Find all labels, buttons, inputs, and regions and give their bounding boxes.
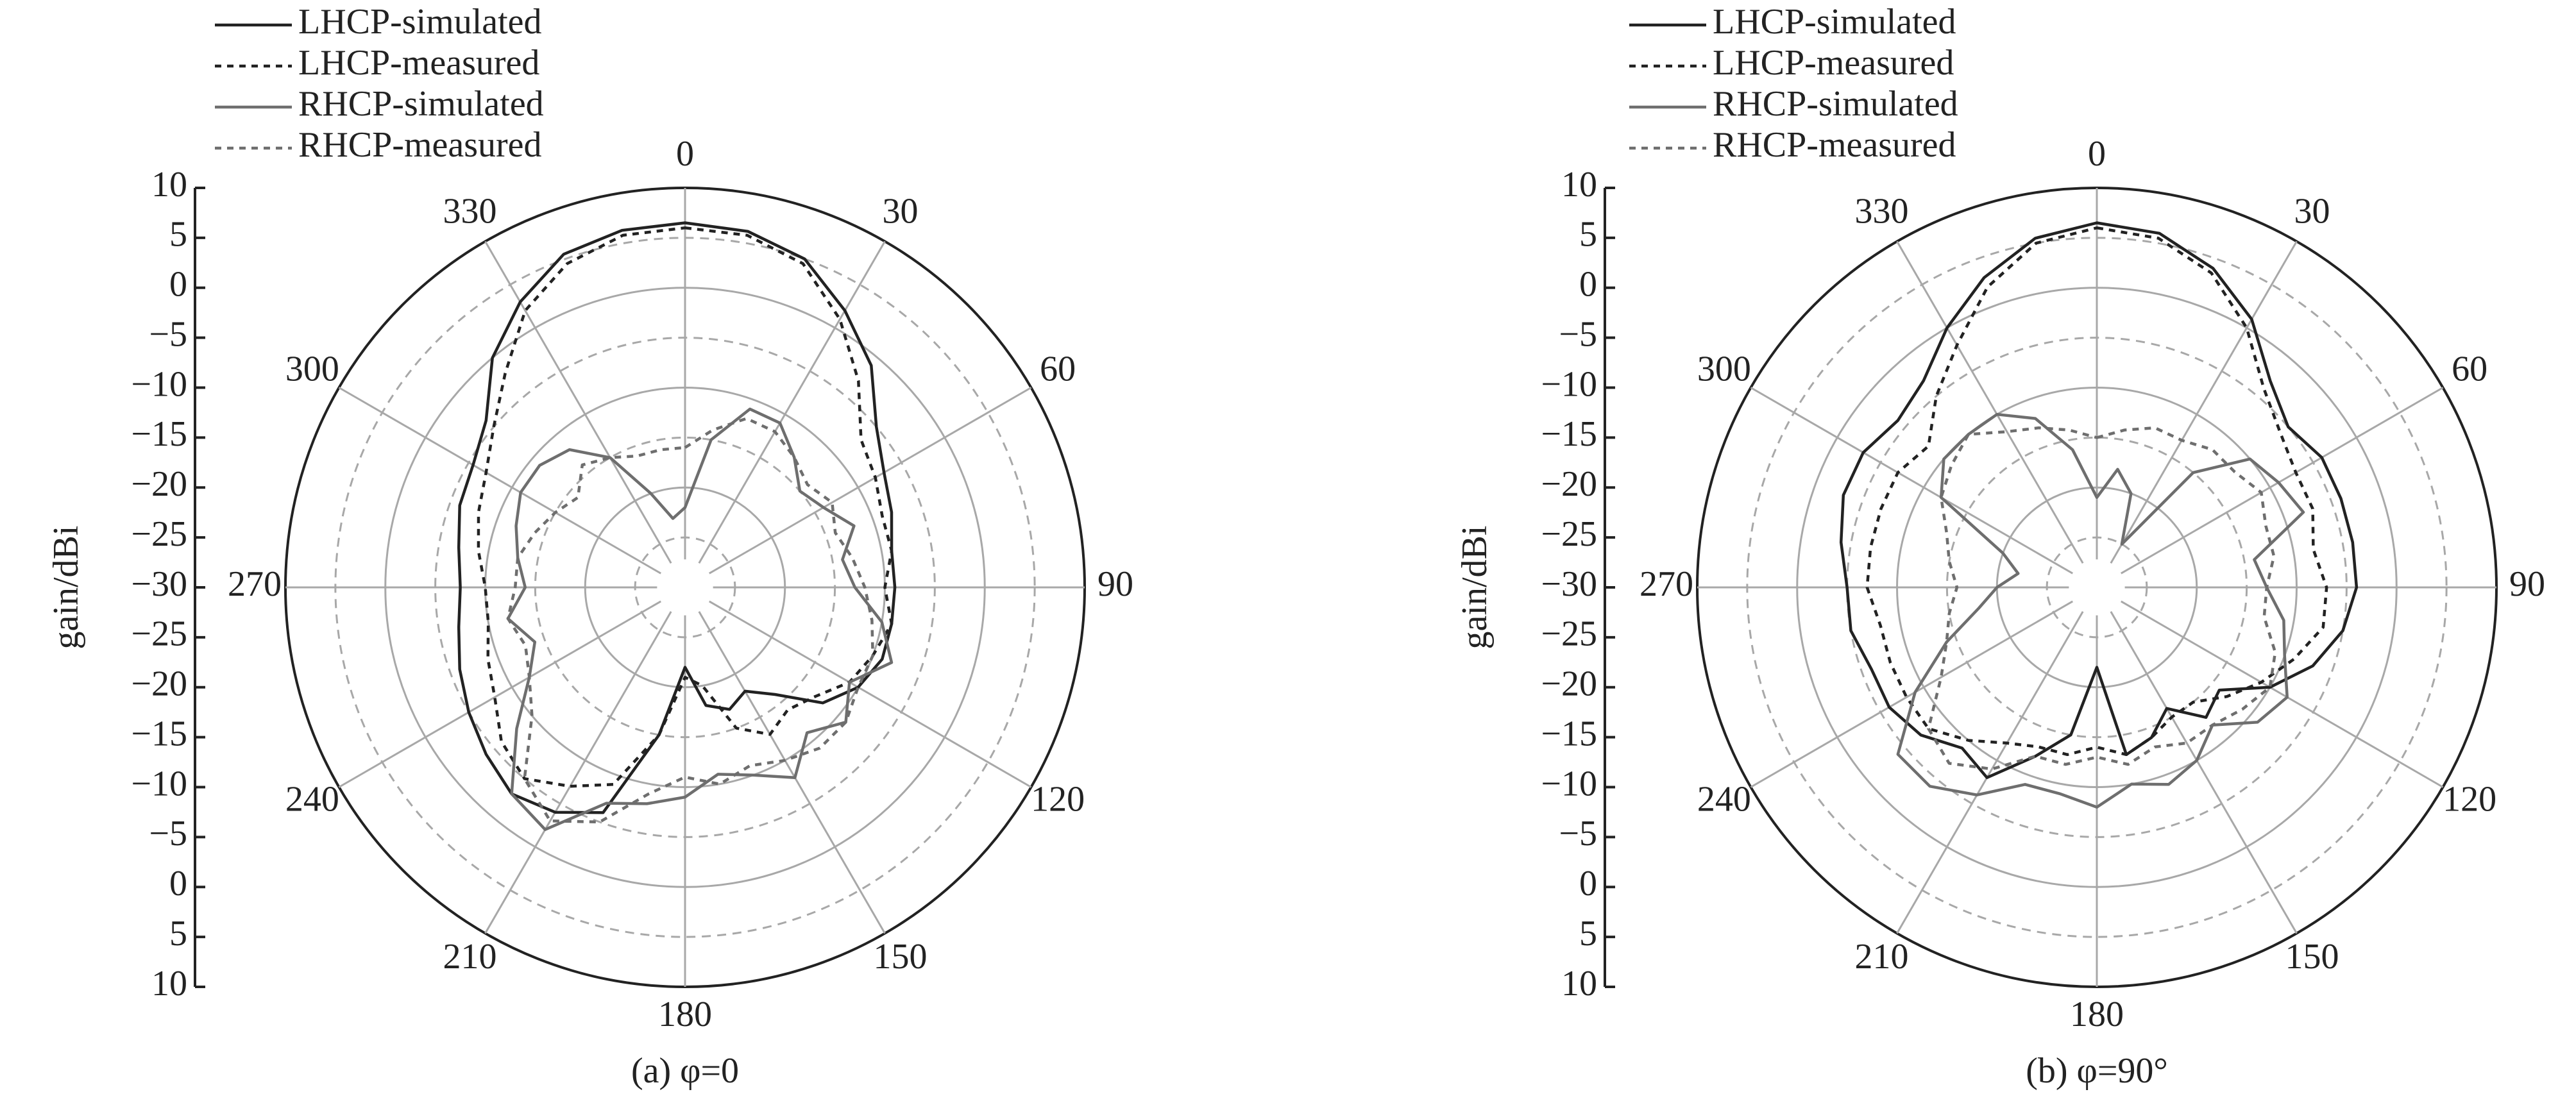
angle-tick-label: 210 (1855, 937, 1909, 977)
legend-label: LHCP-simulated (298, 2, 542, 42)
angle-tick-label: 0 (676, 134, 694, 174)
legend-label: RHCP-simulated (298, 84, 544, 124)
angle-tick-label: 180 (2070, 995, 2124, 1034)
angle-tick-label: 180 (658, 995, 712, 1034)
angle-tick-label: 270 (228, 564, 282, 604)
r-tick-label: −5 (149, 314, 187, 354)
r-tick-label: −15 (131, 714, 187, 753)
r-tick-label: 10 (1561, 964, 1597, 1004)
angle-tick-label: 120 (2443, 779, 2496, 819)
axis-label: gain/dBi (46, 526, 86, 650)
angle-grid-line (1750, 600, 2073, 788)
r-tick-label: −10 (1541, 364, 1597, 404)
r-tick-label: 10 (151, 964, 187, 1004)
r-tick-label: 5 (1579, 914, 1597, 954)
r-tick-label: 10 (1561, 165, 1597, 205)
angle-tick-label: 90 (1097, 564, 1133, 604)
r-tick-label: −25 (131, 614, 187, 654)
angle-grid-line (2110, 611, 2298, 934)
r-tick-label: 5 (169, 215, 187, 255)
r-tick-label: −25 (1541, 614, 1597, 654)
r-tick-label: −30 (131, 564, 187, 604)
legend-label: LHCP-measured (1713, 43, 1954, 83)
angle-tick-label: 150 (874, 937, 928, 977)
legend-label: RHCP-simulated (1713, 84, 1958, 124)
r-tick-label: 10 (151, 165, 187, 205)
polar-chart: 0 30 60 90 120 150 180 210 240 270 300 330 −30 −25 −25… (46, 2, 1133, 1091)
caption: (a) φ=0 (631, 1051, 739, 1091)
angle-grid-line (2121, 387, 2444, 575)
angle-tick-label: 330 (443, 192, 497, 231)
caption: (b) φ=90° (2026, 1051, 2168, 1091)
angle-grid-line (709, 387, 1032, 575)
series-line (1896, 412, 2305, 809)
angle-grid-line (709, 600, 1032, 788)
angle-grid-line (1896, 240, 2084, 564)
angle-tick-label: 60 (2452, 349, 2487, 389)
r-tick-label: −10 (131, 764, 187, 803)
angle-tick-label: 300 (1697, 349, 1751, 389)
legend-label: RHCP-measured (1713, 125, 1956, 165)
r-tick-label: 0 (169, 864, 187, 903)
r-tick-label: 0 (169, 265, 187, 305)
angle-grid-line (338, 600, 661, 788)
r-tick-label: −20 (131, 664, 187, 704)
angle-grid-line (484, 611, 672, 934)
series-line (477, 226, 894, 788)
r-tick-label: −10 (1541, 764, 1597, 803)
angle-grid-line (698, 611, 886, 934)
r-tick-label: −5 (149, 814, 187, 853)
angle-tick-label: 300 (285, 349, 339, 389)
r-tick-label: 0 (1579, 265, 1597, 305)
series-line (506, 417, 874, 824)
r-tick-label: −25 (131, 514, 187, 554)
series-line (506, 407, 894, 831)
r-tick-label: −15 (1541, 714, 1597, 753)
angle-tick-label: 150 (2285, 937, 2339, 977)
angle-grid-line (484, 240, 672, 564)
angle-tick-label: 270 (1640, 564, 1693, 604)
angle-tick-label: 90 (2509, 564, 2545, 604)
r-tick-label: 5 (1579, 215, 1597, 255)
angle-tick-label: 240 (1697, 779, 1751, 819)
angle-tick-label: 120 (1031, 779, 1085, 819)
r-tick-label: −20 (1541, 464, 1597, 504)
r-tick-label: −5 (1559, 314, 1597, 354)
axis-label: gain/dBi (1455, 526, 1495, 650)
angle-tick-label: 210 (443, 937, 497, 977)
series-line (1927, 426, 2277, 771)
series-line (1865, 226, 2328, 757)
angle-tick-label: 240 (285, 779, 339, 819)
r-tick-label: −15 (131, 414, 187, 454)
r-tick-label: −30 (1541, 564, 1597, 604)
r-tick-label: −10 (131, 364, 187, 404)
angle-tick-label: 30 (883, 192, 919, 231)
angle-grid-line (1896, 611, 2084, 934)
angle-tick-label: 0 (2088, 134, 2106, 174)
legend-label: RHCP-measured (298, 125, 542, 165)
r-tick-label: 5 (169, 914, 187, 954)
r-tick-label: −15 (1541, 414, 1597, 454)
r-tick-label: 0 (1579, 864, 1597, 903)
r-tick-label: −5 (1559, 814, 1597, 853)
r-tick-label: −20 (1541, 664, 1597, 704)
r-tick-label: −20 (131, 464, 187, 504)
angle-tick-label: 30 (2294, 192, 2330, 231)
polar-chart: 0 30 60 90 120 150 180 210 240 270 300 330 −30 −25 −25… (1455, 2, 2545, 1091)
angle-tick-label: 330 (1855, 192, 1909, 231)
angle-grid-line (1750, 387, 2073, 575)
series-line (457, 221, 897, 814)
angle-grid-line (2121, 600, 2444, 788)
legend-label: LHCP-simulated (1713, 2, 1956, 42)
angle-grid-line (2110, 240, 2298, 564)
angle-tick-label: 60 (1040, 349, 1076, 389)
r-tick-label: −25 (1541, 514, 1597, 554)
angle-grid-line (338, 387, 661, 575)
series-line (1839, 221, 2359, 779)
angle-grid-line (698, 240, 886, 564)
legend-label: LHCP-measured (298, 43, 539, 83)
